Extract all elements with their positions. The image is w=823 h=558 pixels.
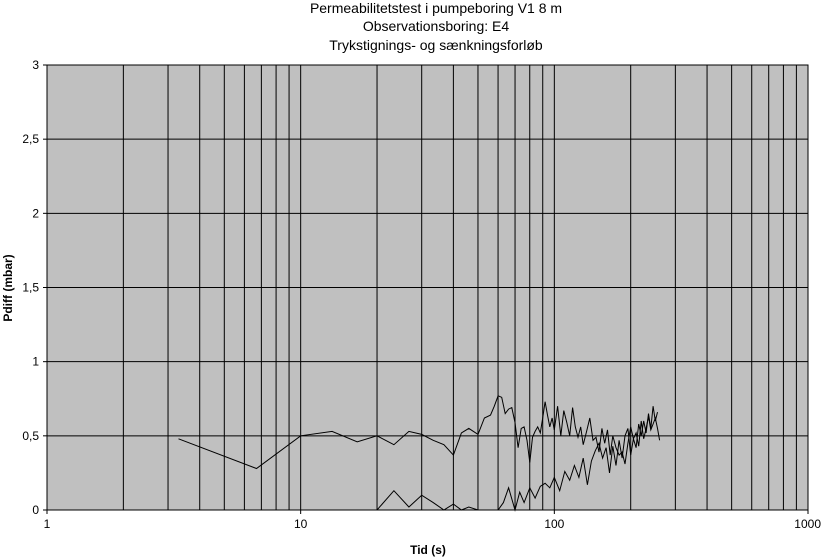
chart-title-line-1: Permeabilitetstest i pumpeboring V1 8 m [310,0,562,16]
x-tick-label: 1000 [794,517,821,531]
chart-title-line-3: Trykstignings- og sænkningsforløb [329,37,543,53]
x-tick-label: 1 [44,517,51,531]
y-tick-label: 0 [32,503,39,517]
y-tick-label: 1 [32,355,39,369]
x-axis-title: Tid (s) [410,543,446,557]
chart-title: Permeabilitetstest i pumpeboring V1 8 m … [310,0,562,53]
y-tick-label: 2 [32,206,39,220]
y-tick-label: 1,5 [22,281,39,295]
y-axis-title: Pdiff (mbar) [1,254,15,321]
grid [47,64,808,510]
y-tick-label: 2,5 [22,132,39,146]
y-tick-label: 3 [32,58,39,72]
chart-title-line-2: Observationsboring: E4 [363,18,510,34]
axes: 0 0,5 1 1,5 2 2,5 3 1 10 100 1000 [22,58,821,531]
x-tick-label: 100 [544,517,564,531]
y-tick-label: 0,5 [22,429,39,443]
x-tick-label: 10 [294,517,308,531]
